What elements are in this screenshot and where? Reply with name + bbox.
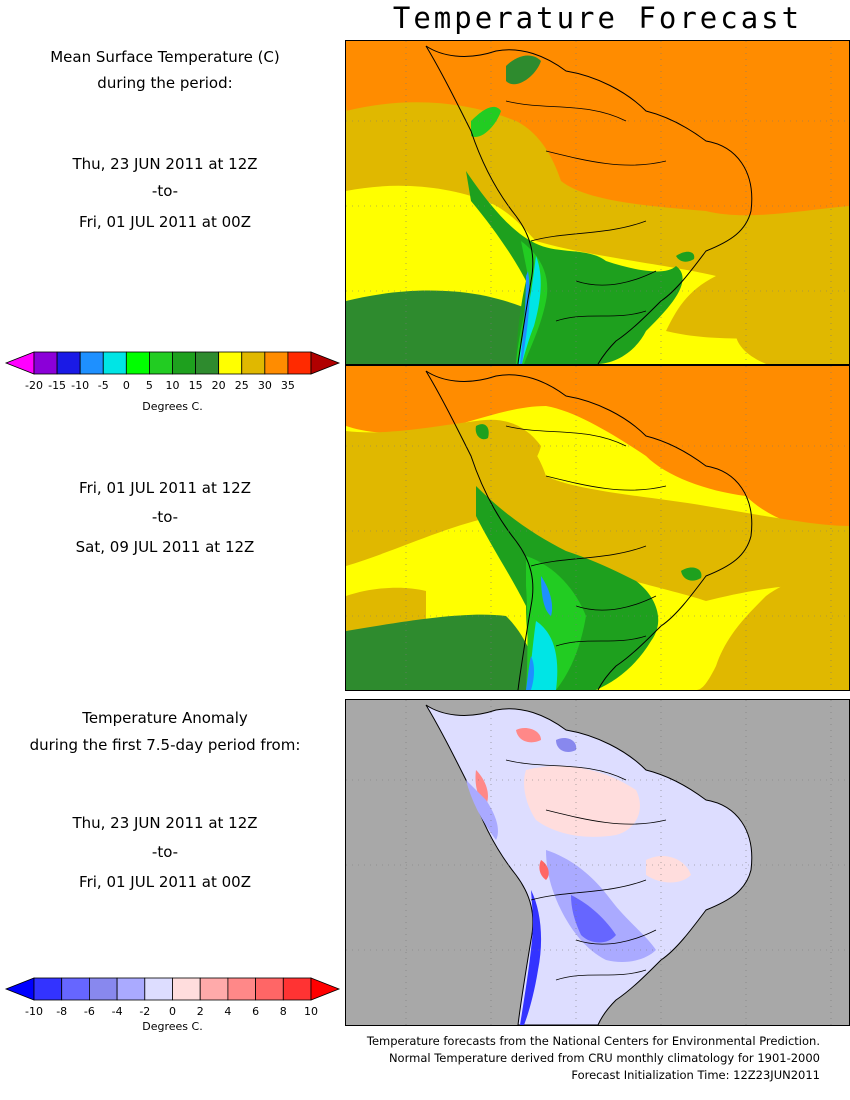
- temperature-anomaly-map: [345, 699, 850, 1026]
- panel1-to: -to-: [151, 182, 179, 200]
- anomaly-colorbar-tick-label: -6: [84, 1005, 95, 1018]
- anomaly-colorbar-swatch: [172, 977, 201, 1001]
- temperature-colorbar-tick-label: 5: [146, 379, 153, 392]
- anomaly-colorbar-tick-label: 4: [224, 1005, 231, 1018]
- anomaly-colorbar-arrow-low: [4, 977, 35, 1001]
- footer-notes: Temperature forecasts from the National …: [367, 1033, 820, 1084]
- temperature-colorbar-swatch: [218, 351, 243, 375]
- anomaly-colorbar-swatch: [116, 977, 146, 1001]
- temperature-colorbar-swatch: [79, 351, 104, 375]
- temperature-colorbar-arrow-low: [4, 351, 35, 375]
- panel2-to: -to-: [151, 508, 179, 526]
- temperature-colorbar-swatch: [56, 351, 81, 375]
- temperature-colorbar-tick-label: 15: [189, 379, 203, 392]
- anomaly-colorbar-swatch: [61, 977, 90, 1001]
- temperature-colorbar-arrow-high: [310, 351, 341, 375]
- panel3-to: -to-: [151, 843, 179, 861]
- temperature-colorbar-tick-label: 30: [258, 379, 272, 392]
- temperature-colorbar-tick-label: -5: [98, 379, 109, 392]
- panel2-start-date: Fri, 01 JUL 2011 at 12Z: [79, 479, 251, 497]
- anomaly-colorbar-tick-label: -2: [139, 1005, 150, 1018]
- anomaly-colorbar-tick-label: 10: [304, 1005, 318, 1018]
- anomaly-colorbar-tick-label: -4: [112, 1005, 123, 1018]
- anomaly-colorbar-tick-label: -8: [56, 1005, 67, 1018]
- temperature-colorbar-swatch: [33, 351, 58, 375]
- temperature-colorbar-tick-label: -15: [48, 379, 66, 392]
- panel3-heading-line1: Temperature Anomaly: [82, 709, 248, 727]
- temperature-colorbar: -20 -15 -10 -5 0 5 10 15 20 25 30 35 Degrees C.: [0, 348, 345, 420]
- anomaly-colorbar-swatch: [89, 977, 118, 1001]
- temperature-colorbar-swatch: [264, 351, 289, 375]
- temperature-map-week2: [345, 365, 850, 691]
- panel1-heading-line1: Mean Surface Temperature (C): [50, 48, 280, 66]
- temperature-colorbar-swatch: [195, 351, 220, 375]
- panel1-heading-line2: during the period:: [97, 74, 233, 92]
- temperature-colorbar-tick-label: 25: [235, 379, 249, 392]
- anomaly-colorbar-tick-label: 8: [280, 1005, 287, 1018]
- temperature-colorbar-tick-label: -20: [25, 379, 43, 392]
- temperature-colorbar-graphic: -20 -15 -10 -5 0 5 10 15 20 25 30 35: [4, 351, 341, 392]
- panel3-heading-line2: during the first 7.5-day period from:: [29, 736, 301, 754]
- anomaly-colorbar-tick-label: 6: [252, 1005, 259, 1018]
- temperature-colorbar-tick-label: 35: [281, 379, 295, 392]
- panel2-end-date: Sat, 09 JUL 2011 at 12Z: [75, 538, 255, 556]
- temperature-colorbar-swatch: [102, 351, 127, 375]
- temperature-colorbar-swatch: [241, 351, 266, 375]
- temperature-colorbar-swatch: [287, 351, 312, 375]
- temperature-colorbar-unit: Degrees C.: [142, 400, 203, 413]
- anomaly-colorbar-graphic: -10 -8 -6 -4 -2 0 2 4 6 8 10: [4, 977, 341, 1018]
- panel3-start-date: Thu, 23 JUN 2011 at 12Z: [72, 814, 258, 832]
- temperature-colorbar-tick-label: 10: [166, 379, 180, 392]
- temperature-colorbar-swatch: [125, 351, 150, 375]
- anomaly-colorbar-arrow-high: [310, 977, 341, 1001]
- panel1-end-date: Fri, 01 JUL 2011 at 00Z: [79, 213, 251, 231]
- anomaly-colorbar-tick-label: 2: [197, 1005, 204, 1018]
- anomaly-colorbar-swatch: [282, 977, 312, 1001]
- anomaly-colorbar-tick-label: -10: [25, 1005, 43, 1018]
- anomaly-colorbar-swatch: [199, 977, 229, 1001]
- panel3-end-date: Fri, 01 JUL 2011 at 00Z: [79, 873, 251, 891]
- temperature-colorbar-tick-label: -10: [71, 379, 89, 392]
- footer-line-1: Temperature forecasts from the National …: [366, 1034, 820, 1048]
- anomaly-colorbar-tick-label: 0: [169, 1005, 176, 1018]
- anomaly-colorbar-swatch: [255, 977, 284, 1001]
- anomaly-colorbar-unit: Degrees C.: [142, 1020, 203, 1033]
- panel1-start-date: Thu, 23 JUN 2011 at 12Z: [72, 155, 258, 173]
- anomaly-colorbar-swatch: [144, 977, 173, 1001]
- temperature-colorbar-tick-label: 0: [123, 379, 130, 392]
- anomaly-colorbar: -10 -8 -6 -4 -2 0 2 4 6 8 10 Degrees C.: [0, 974, 345, 1046]
- footer-line-2: Normal Temperature derived from CRU mont…: [388, 1051, 820, 1065]
- temperature-map-week1: [345, 40, 850, 365]
- temperature-colorbar-swatch: [172, 351, 196, 375]
- page-title: Temperature Forecast: [392, 1, 803, 35]
- footer-line-3: Forecast Initialization Time: 12Z23JUN20…: [571, 1068, 820, 1082]
- temperature-colorbar-tick-label: 20: [212, 379, 226, 392]
- anomaly-colorbar-swatch: [227, 977, 256, 1001]
- temperature-colorbar-swatch: [149, 351, 173, 375]
- anomaly-colorbar-swatch: [33, 977, 63, 1001]
